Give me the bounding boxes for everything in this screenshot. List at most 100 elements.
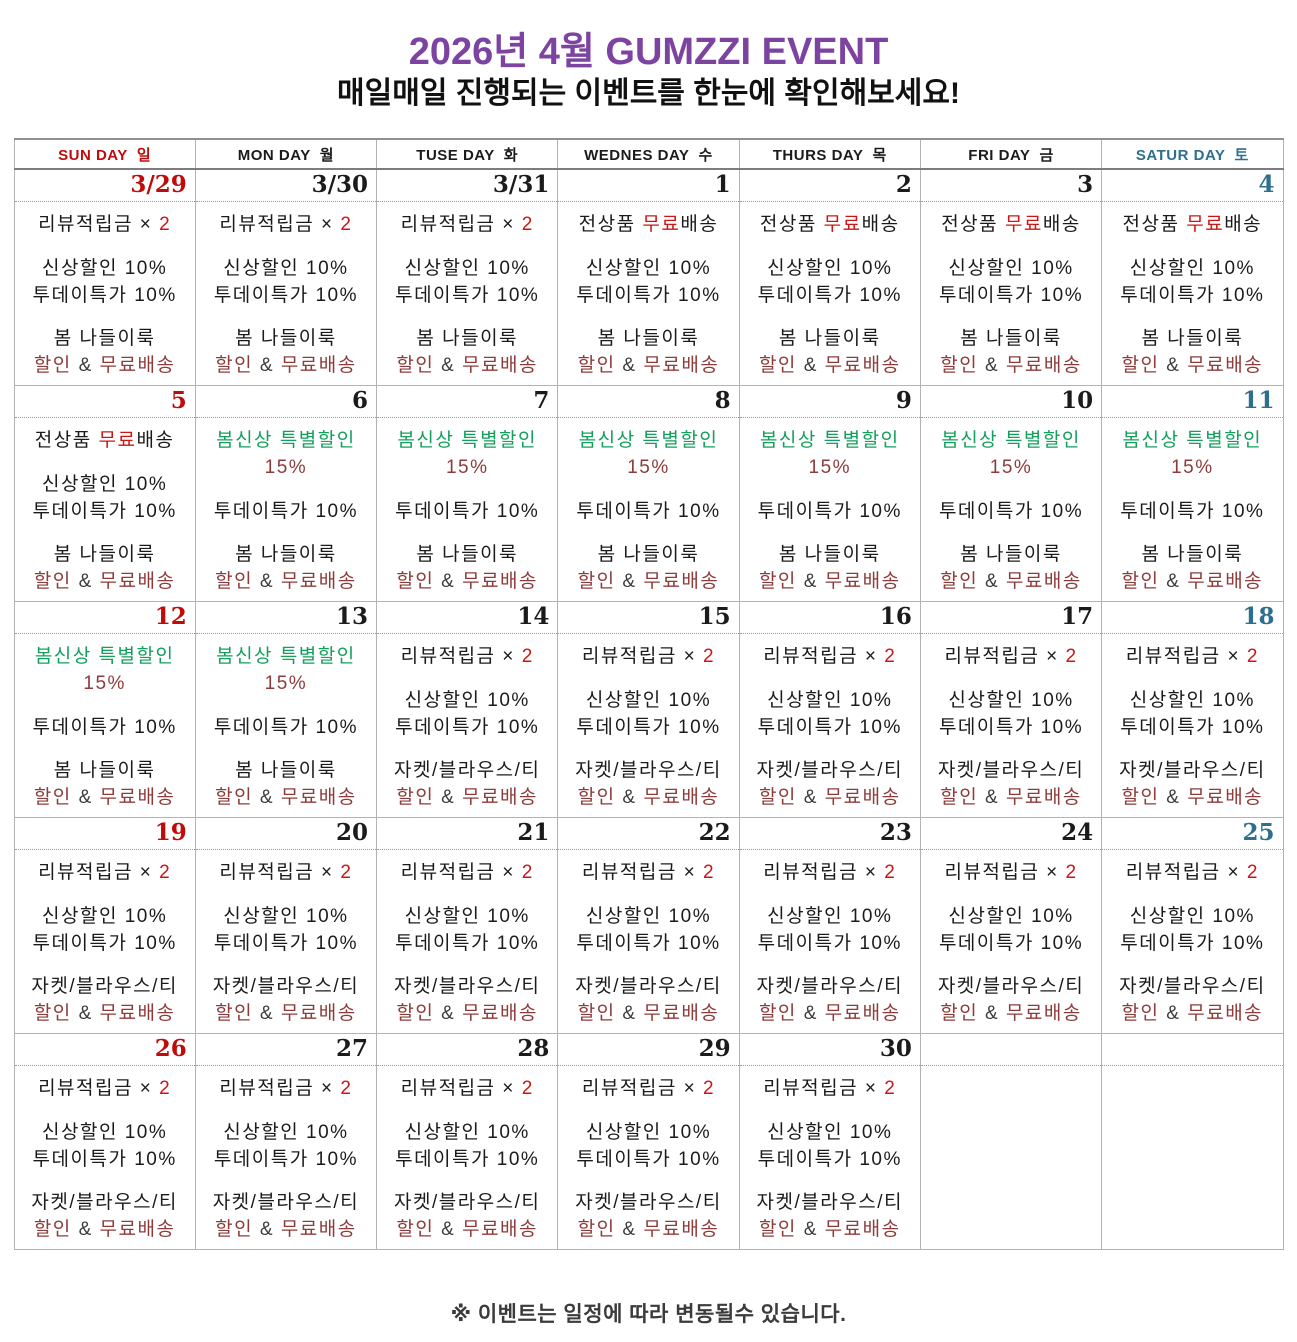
day-cell: 전상품 무료배송 신상할인 10% 투데이특가 10% 봄 나들이룩 할인 & 무료배송 (919, 201, 1103, 386)
event-line: 봄신상 특별할인 (759, 430, 900, 451)
weekday-header-tue: TUSE DAY 화 (376, 138, 559, 170)
event-line: 봄 나들이룩 (1141, 544, 1244, 565)
event-line: 리뷰적립금 × 2 (219, 1078, 353, 1099)
event-line: 투데이특가 10% (576, 1148, 721, 1170)
event-line: 봄 나들이룩 (235, 544, 337, 565)
event-line: 투데이특가 10% (213, 500, 359, 522)
weekday-header-sun: SUN DAY 일 (13, 138, 196, 170)
day-cell: 봄신상 특별할인 15% 투데이특가 10% 봄 나들이룩 할인 & 무료배송 (1101, 417, 1284, 602)
day-cell: 리뷰적립금 × 2 신상할인 10% 투데이특가 10% 자켓/블라우스/티 할인 & … (13, 1065, 196, 1250)
event-row: 봄신상 특별할인 15% 투데이특가 10% 봄 나들이룩 할인 & 무료배송 봄신상 특… (13, 633, 1284, 818)
event-line: 리뷰적립금 × 2 (400, 214, 534, 235)
event-line: 봄 나들이룩 (235, 760, 337, 781)
event-line: 봄신상 특별할인 (397, 430, 538, 451)
date-row: 12 13 14 15 16 17 18 (13, 601, 1284, 634)
event-line: 리뷰적립금 × 2 (38, 1078, 172, 1099)
event-line: 자켓/블라우스/티 (575, 976, 722, 997)
event-line: 봄 나들이룩 (53, 328, 156, 349)
event-line: 투데이특가 10% (757, 932, 902, 954)
event-line: 투데이특가 10% (938, 284, 1084, 306)
day-cell: 리뷰적립금 × 2 신상할인 10% 투데이특가 10% 자켓/블라우스/티 할인 & … (13, 849, 196, 1034)
day-number: 5 (13, 385, 196, 418)
day-number: 29 (557, 1033, 740, 1066)
event-line: 봄 나들이룩 (960, 328, 1062, 349)
event-line: 투데이특가 10% (1120, 716, 1265, 738)
event-line: 자켓/블라우스/티 (393, 760, 541, 781)
event-line: 투데이특가 10% (213, 716, 359, 738)
day-cell: 리뷰적립금 × 2 신상할인 10% 투데이특가 10% 자켓/블라우스/티 할인 & … (919, 633, 1103, 818)
event-line: 리뷰적립금 × 2 (581, 1078, 716, 1099)
day-number: 13 (194, 601, 378, 634)
weekday-header-row: SUN DAY 일 MON DAY 월 TUSE DAY 화 WEDNES DA… (13, 138, 1284, 170)
event-line: 투데이특가 10% (938, 932, 1084, 954)
event-line: 신상할인 10% (404, 689, 530, 711)
event-line: 투데이특가 10% (213, 932, 359, 954)
day-number: 19 (13, 817, 196, 850)
weekday-header-fri: FRI DAY 금 (919, 138, 1103, 170)
date-row: 3/29 3/30 3/31 1 2 3 4 (13, 169, 1284, 202)
event-line: 투데이특가 10% (32, 716, 177, 738)
day-number: 3/30 (194, 169, 378, 202)
date-row: 5 6 7 8 9 10 11 (13, 385, 1284, 418)
event-line: 자켓/블라우스/티 (212, 1192, 360, 1213)
event-line: 봄신상 특별할인 (578, 430, 719, 451)
day-number: 24 (919, 817, 1103, 850)
event-line: 리뷰적립금 × 2 (38, 862, 172, 883)
event-line: 15% (264, 673, 308, 694)
event-line: 신상할인 10% (767, 1121, 893, 1143)
day-cell: 리뷰적립금 × 2 신상할인 10% 투데이특가 10% 자켓/블라우스/티 할인 & … (376, 849, 559, 1034)
event-line: 투데이특가 10% (32, 1148, 177, 1170)
event-line: 투데이특가 10% (395, 500, 540, 522)
event-line: 자켓/블라우스/티 (756, 1192, 903, 1213)
day-number: 4 (1101, 169, 1284, 202)
day-number: 28 (376, 1033, 559, 1066)
day-cell: 리뷰적립금 × 2 신상할인 10% 투데이특가 10% 자켓/블라우스/티 할인 & … (738, 633, 921, 818)
event-line: 할인 & 무료배송 (577, 1219, 720, 1240)
event-line: 자켓/블라우스/티 (937, 976, 1085, 997)
event-line: 할인 & 무료배송 (33, 1219, 176, 1240)
event-line: 봄신상 특별할인 (1122, 430, 1263, 451)
event-line: 할인 & 무료배송 (215, 787, 357, 808)
day-number: 7 (376, 385, 559, 418)
day-cell: 리뷰적립금 × 2 신상할인 10% 투데이특가 10% 자켓/블라우스/티 할인 & … (376, 1065, 559, 1250)
event-line: 봄신상 특별할인 (941, 430, 1081, 451)
day-number: 12 (13, 601, 196, 634)
event-line: 봄신상 특별할인 (216, 430, 356, 451)
event-line: 투데이특가 10% (938, 500, 1084, 522)
event-line: 전상품 무료배송 (759, 214, 900, 235)
day-number: 16 (738, 601, 921, 634)
day-cell: 전상품 무료배송 신상할인 10% 투데이특가 10% 봄 나들이룩 할인 & 무료배송 (13, 417, 196, 602)
event-line: 할인 & 무료배송 (940, 787, 1082, 808)
event-line: 투데이특가 10% (395, 932, 540, 954)
day-cell: 전상품 무료배송 신상할인 10% 투데이특가 10% 봄 나들이룩 할인 & 무료배송 (557, 201, 740, 386)
day-cell: 리뷰적립금 × 2 신상할인 10% 투데이특가 10% 자켓/블라우스/티 할인 & … (738, 849, 921, 1034)
event-line: 자켓/블라우스/티 (756, 976, 903, 997)
event-line: 할인 & 무료배송 (940, 571, 1082, 592)
event-line: 신상할인 10% (767, 689, 893, 711)
day-number: 3 (919, 169, 1103, 202)
event-line: 신상할인 10% (223, 905, 349, 927)
event-line: 리뷰적립금 × 2 (944, 862, 1078, 883)
event-line: 리뷰적립금 × 2 (38, 214, 172, 235)
event-line: 신상할인 10% (42, 257, 168, 279)
day-number: 1 (557, 169, 740, 202)
event-line: 할인 & 무료배송 (33, 787, 176, 808)
event-line: 할인 & 무료배송 (758, 355, 901, 376)
event-line: 신상할인 10% (767, 905, 893, 927)
event-line: 투데이특가 10% (1120, 284, 1265, 306)
event-line: 투데이특가 10% (757, 500, 902, 522)
event-line: 봄 나들이룩 (235, 328, 337, 349)
event-line: 투데이특가 10% (576, 500, 721, 522)
event-line: 투데이특가 10% (213, 284, 359, 306)
event-line: 투데이특가 10% (32, 500, 177, 522)
event-line: 할인 & 무료배송 (396, 1003, 539, 1024)
event-line: 리뷰적립금 × 2 (1125, 862, 1259, 883)
event-line: 할인 & 무료배송 (940, 1003, 1082, 1024)
day-number: 25 (1101, 817, 1284, 850)
day-cell: 리뷰적립금 × 2 신상할인 10% 투데이특가 10% 자켓/블라우스/티 할인 & … (919, 849, 1103, 1034)
day-cell: 전상품 무료배송 신상할인 10% 투데이특가 10% 봄 나들이룩 할인 & 무료배송 (1101, 201, 1284, 386)
event-line: 할인 & 무료배송 (396, 1219, 539, 1240)
event-line: 리뷰적립금 × 2 (581, 646, 716, 667)
